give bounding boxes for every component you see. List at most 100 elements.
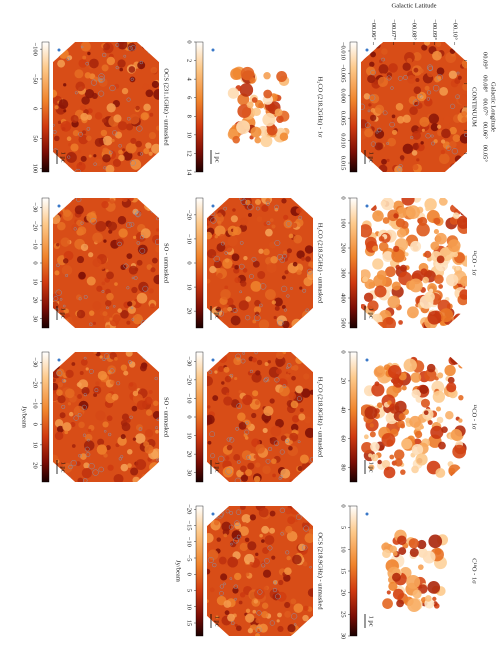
contour-blob <box>282 384 287 388</box>
map-blob <box>142 44 147 49</box>
map-image <box>361 42 467 172</box>
map-blob <box>290 423 299 432</box>
map-blob <box>127 42 137 52</box>
map-blob <box>402 114 411 123</box>
colorbar-tick-label: −30 <box>32 357 39 367</box>
y-tick-label: −00.09° <box>431 19 438 40</box>
map-blob <box>254 136 261 144</box>
map-blob <box>117 216 127 225</box>
map-blob <box>374 42 381 49</box>
map-blob <box>436 255 445 264</box>
map-blob <box>241 513 251 524</box>
map-blob <box>53 213 61 225</box>
colorbar-tick-label: 0 <box>32 107 39 110</box>
contour-blob <box>230 542 233 546</box>
contour-blob <box>225 509 230 514</box>
map-blob <box>222 307 229 314</box>
map-blob <box>291 375 296 381</box>
map-blob <box>303 605 309 611</box>
colorbar-label: Jy/beam <box>21 406 28 428</box>
map-blob <box>271 224 276 229</box>
map-blob <box>279 132 289 142</box>
contour-blob <box>116 381 121 386</box>
colorbar-tick-label: 20 <box>340 589 347 596</box>
contour-blob <box>375 130 379 134</box>
map-blob <box>375 321 387 328</box>
contour-blob <box>281 285 288 292</box>
map-blob <box>135 433 146 444</box>
map-blob <box>57 395 66 404</box>
map-blob <box>430 123 439 132</box>
map-blob <box>135 459 147 470</box>
map-blob <box>284 507 292 515</box>
map-blob <box>309 389 313 395</box>
contour-blob <box>118 143 122 148</box>
map-blob <box>389 454 395 460</box>
map-blob <box>211 476 217 482</box>
map-blob <box>61 265 73 276</box>
map-blob <box>293 234 303 244</box>
colorbar-tick-label: 8 <box>186 115 193 118</box>
map-blob <box>408 538 419 549</box>
map-blob <box>435 406 442 412</box>
map-blob <box>103 315 111 323</box>
map-blob <box>117 59 126 68</box>
map-blob <box>78 149 82 154</box>
contour-blob <box>268 446 273 452</box>
colorbar-tick-label: 0.005 <box>340 111 347 126</box>
map-blob <box>417 539 427 550</box>
map-blob <box>70 114 79 123</box>
map-blob <box>381 48 388 55</box>
map-blob <box>275 418 284 428</box>
map-blob <box>381 542 391 552</box>
contour-blob <box>264 558 270 564</box>
map-blob <box>121 413 130 421</box>
contour-blob <box>56 263 60 268</box>
map-blob <box>53 89 58 98</box>
map-blob <box>278 579 284 586</box>
map-blob <box>411 443 424 456</box>
map-blob <box>243 553 255 565</box>
map-blob <box>407 306 419 319</box>
map-blob <box>281 320 290 328</box>
contour-blob <box>62 304 66 308</box>
map-blob <box>416 143 425 152</box>
map-blob <box>87 51 91 56</box>
contour-blob <box>386 75 392 81</box>
map-blob <box>72 129 80 137</box>
contour-blob <box>254 352 258 355</box>
map-blob <box>259 533 263 538</box>
contour-blob <box>92 469 99 476</box>
colorbar-tick-label: 20 <box>340 378 347 385</box>
map-blob <box>153 400 159 407</box>
contour-blob <box>381 57 385 62</box>
contour-blob <box>70 460 77 467</box>
map-blob <box>230 399 240 408</box>
contour-blob <box>154 376 158 381</box>
contour-blob <box>147 48 153 54</box>
contour-blob <box>53 123 55 127</box>
map-blob <box>120 463 129 472</box>
map-blob <box>74 69 84 79</box>
contour-blob <box>219 584 224 589</box>
map-blob <box>424 250 432 258</box>
map-blob <box>97 370 108 381</box>
contour-blob <box>265 458 271 464</box>
map-blob <box>123 370 129 376</box>
map-blob <box>148 131 156 140</box>
map-blob <box>369 423 374 428</box>
colorbar-tick-label: −20 <box>186 210 193 220</box>
map-blob <box>208 631 219 636</box>
map-blob <box>217 365 225 373</box>
map-blob <box>78 421 85 429</box>
contour-blob <box>259 283 267 290</box>
map-blob <box>93 154 97 158</box>
beam <box>365 512 369 516</box>
colorbar-tick-label: 10 <box>186 604 193 611</box>
map-blob <box>412 589 422 599</box>
map-blob <box>430 59 437 66</box>
map-blob <box>266 262 277 274</box>
map-blob <box>458 395 464 401</box>
map-blob <box>139 364 147 372</box>
contour-blob <box>286 294 290 298</box>
